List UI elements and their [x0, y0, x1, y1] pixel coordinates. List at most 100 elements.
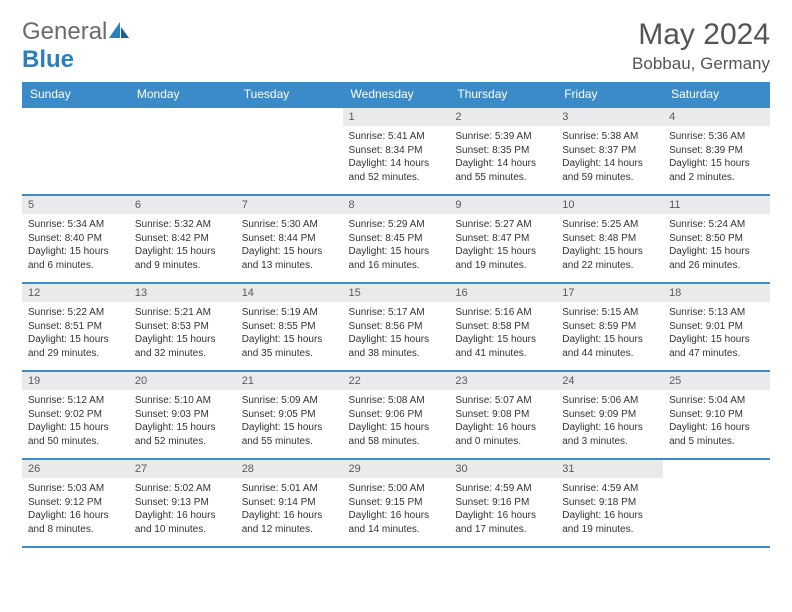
logo-word-2: Blue	[22, 46, 74, 73]
day-number: 27	[129, 460, 236, 478]
calendar-day-cell: 20Sunrise: 5:10 AMSunset: 9:03 PMDayligh…	[129, 371, 236, 459]
calendar-day-cell: 24Sunrise: 5:06 AMSunset: 9:09 PMDayligh…	[556, 371, 663, 459]
calendar-day-cell: 30Sunrise: 4:59 AMSunset: 9:16 PMDayligh…	[449, 459, 556, 547]
day-details: Sunrise: 5:08 AMSunset: 9:06 PMDaylight:…	[343, 390, 450, 450]
calendar-week-row: 12Sunrise: 5:22 AMSunset: 8:51 PMDayligh…	[22, 283, 770, 371]
calendar-day-cell: 11Sunrise: 5:24 AMSunset: 8:50 PMDayligh…	[663, 195, 770, 283]
calendar-day-cell: 23Sunrise: 5:07 AMSunset: 9:08 PMDayligh…	[449, 371, 556, 459]
day-number: 4	[663, 108, 770, 126]
day-details: Sunrise: 5:09 AMSunset: 9:05 PMDaylight:…	[236, 390, 343, 450]
header: GeneralBlue May 2024 Bobbau, Germany	[22, 18, 770, 74]
day-number: 21	[236, 372, 343, 390]
day-details: Sunrise: 5:29 AMSunset: 8:45 PMDaylight:…	[343, 214, 450, 274]
day-details: Sunrise: 5:36 AMSunset: 8:39 PMDaylight:…	[663, 126, 770, 186]
weekday-header-row: SundayMondayTuesdayWednesdayThursdayFrid…	[22, 82, 770, 107]
calendar-day-cell: 31Sunrise: 4:59 AMSunset: 9:18 PMDayligh…	[556, 459, 663, 547]
day-number: 14	[236, 284, 343, 302]
day-details: Sunrise: 5:02 AMSunset: 9:13 PMDaylight:…	[129, 478, 236, 538]
day-details: Sunrise: 5:13 AMSunset: 9:01 PMDaylight:…	[663, 302, 770, 362]
calendar-day-cell: 12Sunrise: 5:22 AMSunset: 8:51 PMDayligh…	[22, 283, 129, 371]
calendar-day-cell: 16Sunrise: 5:16 AMSunset: 8:58 PMDayligh…	[449, 283, 556, 371]
calendar-day-cell	[236, 107, 343, 195]
day-details: Sunrise: 5:39 AMSunset: 8:35 PMDaylight:…	[449, 126, 556, 186]
day-details: Sunrise: 5:19 AMSunset: 8:55 PMDaylight:…	[236, 302, 343, 362]
weekday-header: Wednesday	[343, 82, 450, 107]
day-details: Sunrise: 5:38 AMSunset: 8:37 PMDaylight:…	[556, 126, 663, 186]
calendar-day-cell: 27Sunrise: 5:02 AMSunset: 9:13 PMDayligh…	[129, 459, 236, 547]
calendar-day-cell	[663, 459, 770, 547]
day-number: 25	[663, 372, 770, 390]
day-details: Sunrise: 5:12 AMSunset: 9:02 PMDaylight:…	[22, 390, 129, 450]
calendar-day-cell	[22, 107, 129, 195]
day-number: 31	[556, 460, 663, 478]
calendar-day-cell: 9Sunrise: 5:27 AMSunset: 8:47 PMDaylight…	[449, 195, 556, 283]
day-details: Sunrise: 5:41 AMSunset: 8:34 PMDaylight:…	[343, 126, 450, 186]
calendar-day-cell: 19Sunrise: 5:12 AMSunset: 9:02 PMDayligh…	[22, 371, 129, 459]
day-details: Sunrise: 5:22 AMSunset: 8:51 PMDaylight:…	[22, 302, 129, 362]
day-number: 28	[236, 460, 343, 478]
day-details: Sunrise: 5:00 AMSunset: 9:15 PMDaylight:…	[343, 478, 450, 538]
calendar-day-cell: 21Sunrise: 5:09 AMSunset: 9:05 PMDayligh…	[236, 371, 343, 459]
location-label: Bobbau, Germany	[632, 54, 770, 74]
calendar-week-row: 26Sunrise: 5:03 AMSunset: 9:12 PMDayligh…	[22, 459, 770, 547]
day-details: Sunrise: 5:07 AMSunset: 9:08 PMDaylight:…	[449, 390, 556, 450]
day-number: 24	[556, 372, 663, 390]
day-details: Sunrise: 5:01 AMSunset: 9:14 PMDaylight:…	[236, 478, 343, 538]
day-number: 19	[22, 372, 129, 390]
day-details: Sunrise: 5:15 AMSunset: 8:59 PMDaylight:…	[556, 302, 663, 362]
day-number: 7	[236, 196, 343, 214]
calendar-day-cell: 6Sunrise: 5:32 AMSunset: 8:42 PMDaylight…	[129, 195, 236, 283]
calendar-day-cell: 17Sunrise: 5:15 AMSunset: 8:59 PMDayligh…	[556, 283, 663, 371]
calendar-day-cell: 13Sunrise: 5:21 AMSunset: 8:53 PMDayligh…	[129, 283, 236, 371]
day-details: Sunrise: 4:59 AMSunset: 9:16 PMDaylight:…	[449, 478, 556, 538]
calendar-day-cell: 14Sunrise: 5:19 AMSunset: 8:55 PMDayligh…	[236, 283, 343, 371]
calendar-day-cell: 15Sunrise: 5:17 AMSunset: 8:56 PMDayligh…	[343, 283, 450, 371]
weekday-header: Monday	[129, 82, 236, 107]
day-number: 18	[663, 284, 770, 302]
calendar-week-row: 5Sunrise: 5:34 AMSunset: 8:40 PMDaylight…	[22, 195, 770, 283]
day-number: 2	[449, 108, 556, 126]
calendar-day-cell: 28Sunrise: 5:01 AMSunset: 9:14 PMDayligh…	[236, 459, 343, 547]
day-number: 20	[129, 372, 236, 390]
calendar-day-cell: 2Sunrise: 5:39 AMSunset: 8:35 PMDaylight…	[449, 107, 556, 195]
calendar-day-cell: 18Sunrise: 5:13 AMSunset: 9:01 PMDayligh…	[663, 283, 770, 371]
logo-text: GeneralBlue	[22, 18, 130, 74]
weekday-header: Sunday	[22, 82, 129, 107]
day-number: 1	[343, 108, 450, 126]
day-details: Sunrise: 5:10 AMSunset: 9:03 PMDaylight:…	[129, 390, 236, 450]
day-details: Sunrise: 4:59 AMSunset: 9:18 PMDaylight:…	[556, 478, 663, 538]
weekday-header: Tuesday	[236, 82, 343, 107]
calendar-day-cell: 26Sunrise: 5:03 AMSunset: 9:12 PMDayligh…	[22, 459, 129, 547]
calendar-day-cell: 8Sunrise: 5:29 AMSunset: 8:45 PMDaylight…	[343, 195, 450, 283]
title-block: May 2024 Bobbau, Germany	[632, 18, 770, 74]
day-number: 30	[449, 460, 556, 478]
day-number: 26	[22, 460, 129, 478]
logo-word-1: General	[22, 18, 107, 45]
calendar-day-cell: 7Sunrise: 5:30 AMSunset: 8:44 PMDaylight…	[236, 195, 343, 283]
day-details: Sunrise: 5:16 AMSunset: 8:58 PMDaylight:…	[449, 302, 556, 362]
day-details: Sunrise: 5:34 AMSunset: 8:40 PMDaylight:…	[22, 214, 129, 274]
calendar-week-row: 1Sunrise: 5:41 AMSunset: 8:34 PMDaylight…	[22, 107, 770, 195]
day-number: 29	[343, 460, 450, 478]
calendar-day-cell: 1Sunrise: 5:41 AMSunset: 8:34 PMDaylight…	[343, 107, 450, 195]
page-title: May 2024	[632, 18, 770, 52]
calendar-week-row: 19Sunrise: 5:12 AMSunset: 9:02 PMDayligh…	[22, 371, 770, 459]
day-number: 17	[556, 284, 663, 302]
calendar-body: 1Sunrise: 5:41 AMSunset: 8:34 PMDaylight…	[22, 107, 770, 547]
calendar-day-cell: 3Sunrise: 5:38 AMSunset: 8:37 PMDaylight…	[556, 107, 663, 195]
day-number: 13	[129, 284, 236, 302]
day-number: 6	[129, 196, 236, 214]
day-number: 5	[22, 196, 129, 214]
day-details: Sunrise: 5:24 AMSunset: 8:50 PMDaylight:…	[663, 214, 770, 274]
day-details: Sunrise: 5:17 AMSunset: 8:56 PMDaylight:…	[343, 302, 450, 362]
day-number: 9	[449, 196, 556, 214]
day-details: Sunrise: 5:04 AMSunset: 9:10 PMDaylight:…	[663, 390, 770, 450]
calendar-day-cell: 4Sunrise: 5:36 AMSunset: 8:39 PMDaylight…	[663, 107, 770, 195]
weekday-header: Friday	[556, 82, 663, 107]
day-number: 23	[449, 372, 556, 390]
calendar-day-cell: 22Sunrise: 5:08 AMSunset: 9:06 PMDayligh…	[343, 371, 450, 459]
day-number: 22	[343, 372, 450, 390]
day-details: Sunrise: 5:06 AMSunset: 9:09 PMDaylight:…	[556, 390, 663, 450]
day-details: Sunrise: 5:30 AMSunset: 8:44 PMDaylight:…	[236, 214, 343, 274]
weekday-header: Saturday	[663, 82, 770, 107]
